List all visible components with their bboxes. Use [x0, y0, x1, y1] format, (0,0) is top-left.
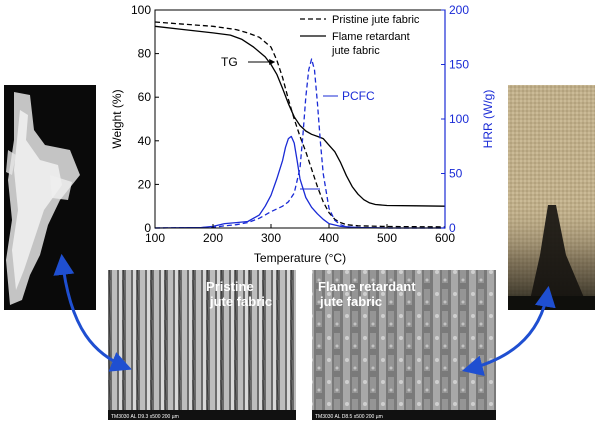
legend: Pristine jute fabric Flame retardant jut… — [300, 14, 420, 57]
x-tick-label: 500 — [377, 231, 397, 245]
pristine-fabric-photo — [4, 85, 96, 310]
series-line-tg-pristine — [154, 21, 446, 228]
sem-fr-label-line1: Flame retardant — [318, 279, 416, 294]
legend-label-fr-line2: jute fabric — [331, 45, 380, 57]
y-left-tick-label: 0 — [144, 221, 151, 235]
sem-pristine-scalebar: TM3030 AL D9.3 x500 200 µm — [111, 414, 179, 420]
y-left-tick-label: 80 — [138, 47, 152, 61]
sem-pristine-label-line1: Pristine — [206, 279, 254, 294]
annotation-tg: TG — [221, 55, 238, 69]
x-tick-label: 300 — [261, 231, 281, 245]
x-tick-label: 600 — [435, 231, 455, 245]
legend-label-fr-line1: Flame retardant — [332, 31, 410, 43]
y-left-tick-label: 40 — [138, 134, 152, 148]
sem-fr-label-line2: jute fabric — [319, 294, 382, 309]
sem-pristine-micrograph: Pristine jute fabric TM3030 AL D9.3 x500… — [108, 270, 296, 420]
sem-fr-scalebar: TM3030 AL D8.5 x500 200 µm — [315, 414, 383, 420]
y-right-tick-label: 200 — [449, 3, 469, 17]
x-tick-label: 200 — [203, 231, 223, 245]
y-right-tick-label: 0 — [449, 221, 456, 235]
series-line-pcfc-flame-retardant — [154, 135, 445, 229]
series-line-tg-flame-retardant — [154, 25, 446, 207]
sem-pristine-label-line2: jute fabric — [209, 294, 272, 309]
flame-retardant-fabric-photo — [508, 85, 595, 310]
annotation-pcfc: PCFC — [342, 89, 375, 103]
y-right-tick-label: 150 — [449, 58, 469, 72]
tg-pcfc-chart: 100 200 300 400 500 6000204060801000501001502… — [110, 3, 495, 265]
y-right-tick-label: 100 — [449, 112, 469, 126]
x-axis-label: Temperature (°C) — [254, 251, 346, 265]
connector-arrows — [53, 253, 556, 376]
arrow-right-connector — [461, 285, 556, 376]
y-axis-label-right: HRR (W/g) — [481, 90, 495, 149]
arrow-left-connector — [53, 253, 132, 372]
series-line-pcfc-pristine — [154, 58, 445, 229]
y-left-tick-label: 20 — [138, 177, 152, 191]
y-left-tick-label: 60 — [138, 90, 152, 104]
y-right-tick-label: 50 — [449, 167, 463, 181]
y-left-tick-label: 100 — [131, 3, 151, 17]
sem-flame-retardant-micrograph: Flame retardant jute fabric TM3030 AL D8… — [312, 270, 496, 420]
y-axis-label-left: Weight (%) — [110, 89, 124, 148]
legend-label-pristine: Pristine jute fabric — [332, 14, 420, 26]
x-tick-label: 400 — [319, 231, 339, 245]
x-tick-label: 100 — [145, 231, 165, 245]
